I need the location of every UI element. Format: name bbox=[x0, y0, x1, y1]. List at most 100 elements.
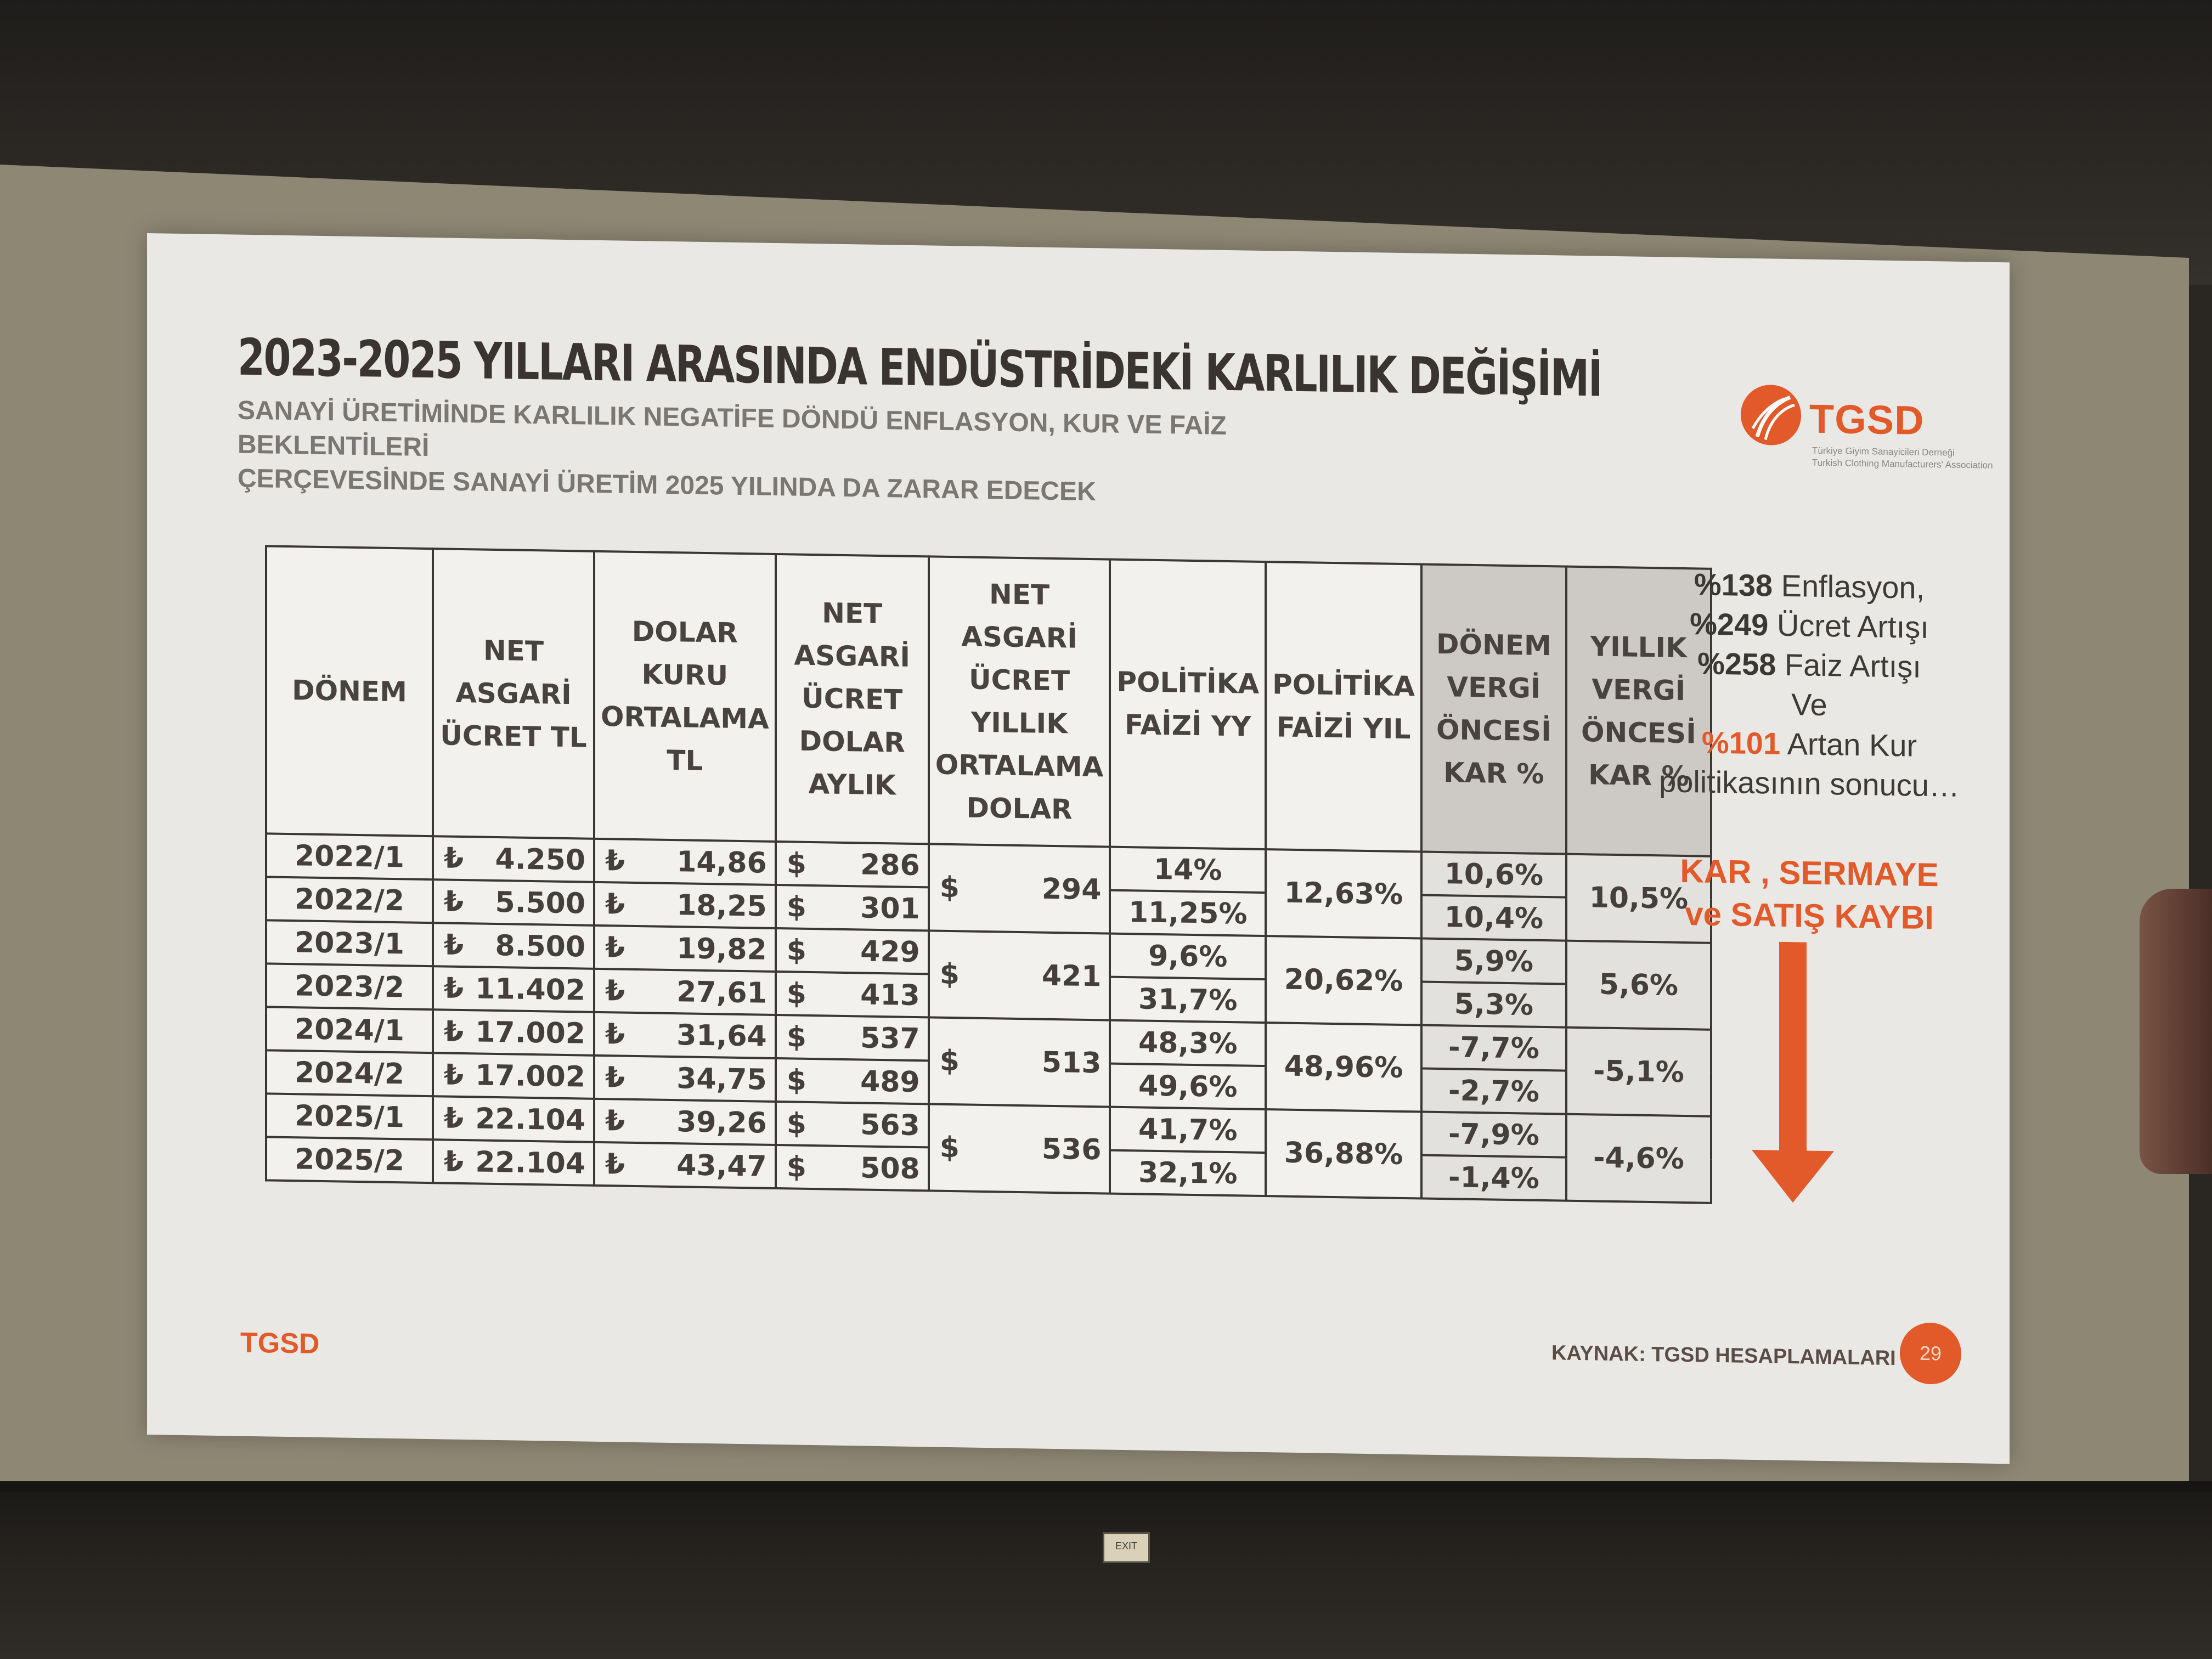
room-wall-bottom bbox=[0, 1492, 2212, 1659]
cell-faiz-yil: 36,88% bbox=[1266, 1109, 1421, 1199]
dollar-icon: $ bbox=[786, 1107, 806, 1141]
profitability-table: DÖNEM NET ASGARİ ÜCRET TL DOLAR KURU ORT… bbox=[265, 545, 1712, 1204]
lira-icon: ₺ bbox=[444, 1014, 464, 1048]
cell-dolar: $489 bbox=[775, 1058, 929, 1104]
down-arrow-icon bbox=[1752, 941, 1834, 1203]
header-net-asgari: NET ASGARİ ÜCRET TL bbox=[433, 549, 594, 839]
dollar-icon: $ bbox=[786, 1150, 806, 1184]
logo-subtitle: Türkiye Giyim Sanayicileri Derneği Turki… bbox=[1812, 445, 1993, 472]
dollar-icon: $ bbox=[786, 1020, 806, 1054]
cell-kur: ₺ 31,64 bbox=[594, 1012, 776, 1058]
cell-faiz-yy: 49,6% bbox=[1110, 1063, 1266, 1110]
lira-icon: ₺ bbox=[444, 1058, 464, 1092]
cell-donem-kar: 5,9% bbox=[1421, 938, 1566, 984]
cell-dolar: $301 bbox=[775, 884, 929, 931]
header-faiz-yil: POLİTİKA FAİZİ YIL bbox=[1266, 562, 1421, 852]
lira-icon: ₺ bbox=[444, 841, 464, 875]
cell-faiz-yy: 48,3% bbox=[1110, 1020, 1266, 1066]
cell-dolar: $537 bbox=[775, 1014, 929, 1061]
cell-asgari: ₺ 5.500 bbox=[433, 879, 594, 926]
cell-donem: 2024/1 bbox=[266, 1007, 433, 1053]
logo-text: TGSD bbox=[1809, 396, 1925, 443]
cell-kur: ₺ 14,86 bbox=[594, 838, 776, 885]
lira-icon: ₺ bbox=[605, 1147, 625, 1181]
cell-donem: 2025/2 bbox=[266, 1137, 433, 1183]
loss-line-1: KAR , SERMAYE bbox=[1680, 852, 1939, 894]
cell-asgari: ₺ 4.250 bbox=[433, 836, 594, 882]
dollar-icon: $ bbox=[786, 933, 806, 967]
lira-icon: ₺ bbox=[605, 1104, 625, 1138]
presentation-slide: 2023-2025 YILLARI ARASINDA ENDÜSTRİDEKİ … bbox=[147, 233, 2010, 1464]
table-header-row: DÖNEM NET ASGARİ ÜCRET TL DOLAR KURU ORT… bbox=[266, 546, 1711, 856]
lira-icon: ₺ bbox=[444, 1101, 464, 1135]
side-line-fx: %101 Artan Kur bbox=[1650, 722, 1968, 766]
presenter-hand bbox=[2140, 889, 2212, 1174]
cell-donem-kar: -1,4% bbox=[1421, 1155, 1566, 1201]
kur-value: 27,61 bbox=[676, 975, 767, 1010]
cell-yillik-dolar: $421 bbox=[928, 930, 1110, 1020]
page-number: 29 bbox=[1900, 1322, 1961, 1385]
kur-value: 14,86 bbox=[676, 845, 767, 880]
logo-sub-en: Turkish Clothing Manufacturers' Associat… bbox=[1812, 457, 1993, 471]
kur-value: 43,47 bbox=[676, 1148, 767, 1183]
fx-pct: %101 bbox=[1701, 725, 1781, 761]
lira-icon: ₺ bbox=[605, 1060, 625, 1094]
tgsd-logo: TGSD Türkiye Giyim Sanayicileri Derneği … bbox=[1741, 384, 1999, 487]
kur-value: 39,26 bbox=[676, 1105, 767, 1140]
cell-donem-kar: -7,9% bbox=[1421, 1111, 1566, 1158]
wage-pct: %249 bbox=[1690, 606, 1769, 642]
cell-asgari: ₺ 22.104 bbox=[433, 1096, 594, 1142]
cell-donem-kar: 10,4% bbox=[1421, 895, 1566, 941]
cell-donem: 2024/2 bbox=[266, 1050, 433, 1097]
cell-dolar: $413 bbox=[775, 971, 929, 1018]
cell-faiz-yy: 32,1% bbox=[1110, 1150, 1266, 1197]
cell-faiz-yy: 9,6% bbox=[1110, 933, 1266, 980]
cell-faiz-yy: 31,7% bbox=[1110, 977, 1266, 1023]
cell-yillik-kar: 5,6% bbox=[1566, 940, 1711, 1030]
cell-kur: ₺ 34,75 bbox=[594, 1055, 776, 1102]
cell-faiz-yy: 14% bbox=[1110, 847, 1266, 893]
lira-icon: ₺ bbox=[605, 844, 625, 878]
yillik-dolar-value: 421 bbox=[1041, 959, 1102, 994]
tgsd-logo-mark-icon bbox=[1741, 384, 1801, 446]
dollar-icon: $ bbox=[786, 890, 806, 924]
cell-donem: 2022/2 bbox=[266, 877, 433, 923]
slide-subtitle: SANAYİ ÜRETİMİNDE KARLILIK NEGATİFE DÖND… bbox=[238, 394, 1417, 515]
side-line-inflation: %138 Enflasyon, bbox=[1650, 564, 1968, 608]
dollar-icon: $ bbox=[939, 1044, 960, 1078]
lira-icon: ₺ bbox=[444, 884, 464, 918]
cell-asgari: ₺ 17.002 bbox=[433, 1053, 594, 1099]
dollar-icon: $ bbox=[939, 1131, 960, 1165]
lira-icon: ₺ bbox=[444, 1144, 464, 1178]
cell-donem: 2023/2 bbox=[266, 963, 433, 1010]
lira-icon: ₺ bbox=[605, 974, 625, 1008]
yillik-dolar-value: 294 bbox=[1041, 872, 1102, 907]
cell-faiz-yil: 20,62% bbox=[1266, 936, 1421, 1025]
cell-kur: ₺ 39,26 bbox=[594, 1098, 776, 1145]
cell-donem-kar: -7,7% bbox=[1421, 1025, 1566, 1071]
lira-icon: ₺ bbox=[444, 971, 464, 1005]
header-donem-kar: DÖNEM VERGİ ÖNCESİ KAR % bbox=[1421, 564, 1566, 854]
kur-value: 34,75 bbox=[676, 1062, 767, 1097]
source-note: KAYNAK: TGSD HESAPLAMALARI bbox=[1551, 1341, 1896, 1370]
yillik-dolar-value: 513 bbox=[1041, 1046, 1102, 1080]
loss-line-2: ve SATIŞ KAYBI bbox=[1685, 895, 1934, 936]
lira-icon: ₺ bbox=[605, 1017, 625, 1051]
header-dolar-kuru: DOLAR KURU ORTALAMA TL bbox=[594, 551, 776, 842]
cell-yillik-dolar: $513 bbox=[928, 1017, 1110, 1107]
cell-faiz-yil: 48,96% bbox=[1266, 1023, 1421, 1112]
kur-value: 31,64 bbox=[676, 1018, 767, 1053]
header-faiz-yy: POLİTİKA FAİZİ YY bbox=[1110, 559, 1266, 850]
table-body: 2022/1 ₺ 4.250 ₺ 14,86 $286 $294 14% 12,63… bbox=[266, 833, 1711, 1203]
kur-value: 19,82 bbox=[676, 932, 767, 967]
slide-title: 2023-2025 YILLARI ARASINDA ENDÜSTRİDEKİ … bbox=[238, 328, 1602, 408]
cell-yillik-kar: -4,6% bbox=[1566, 1114, 1711, 1203]
exit-sign: EXIT bbox=[1103, 1532, 1150, 1563]
dollar-icon: $ bbox=[786, 847, 806, 881]
cell-kur: ₺ 19,82 bbox=[594, 925, 776, 972]
cell-dolar: $429 bbox=[775, 928, 929, 974]
wage-label: Ücret Artışı bbox=[1776, 607, 1929, 645]
cell-asgari: ₺ 17.002 bbox=[433, 1009, 594, 1056]
cell-yillik-kar: -5,1% bbox=[1566, 1027, 1711, 1116]
lira-icon: ₺ bbox=[605, 930, 625, 964]
